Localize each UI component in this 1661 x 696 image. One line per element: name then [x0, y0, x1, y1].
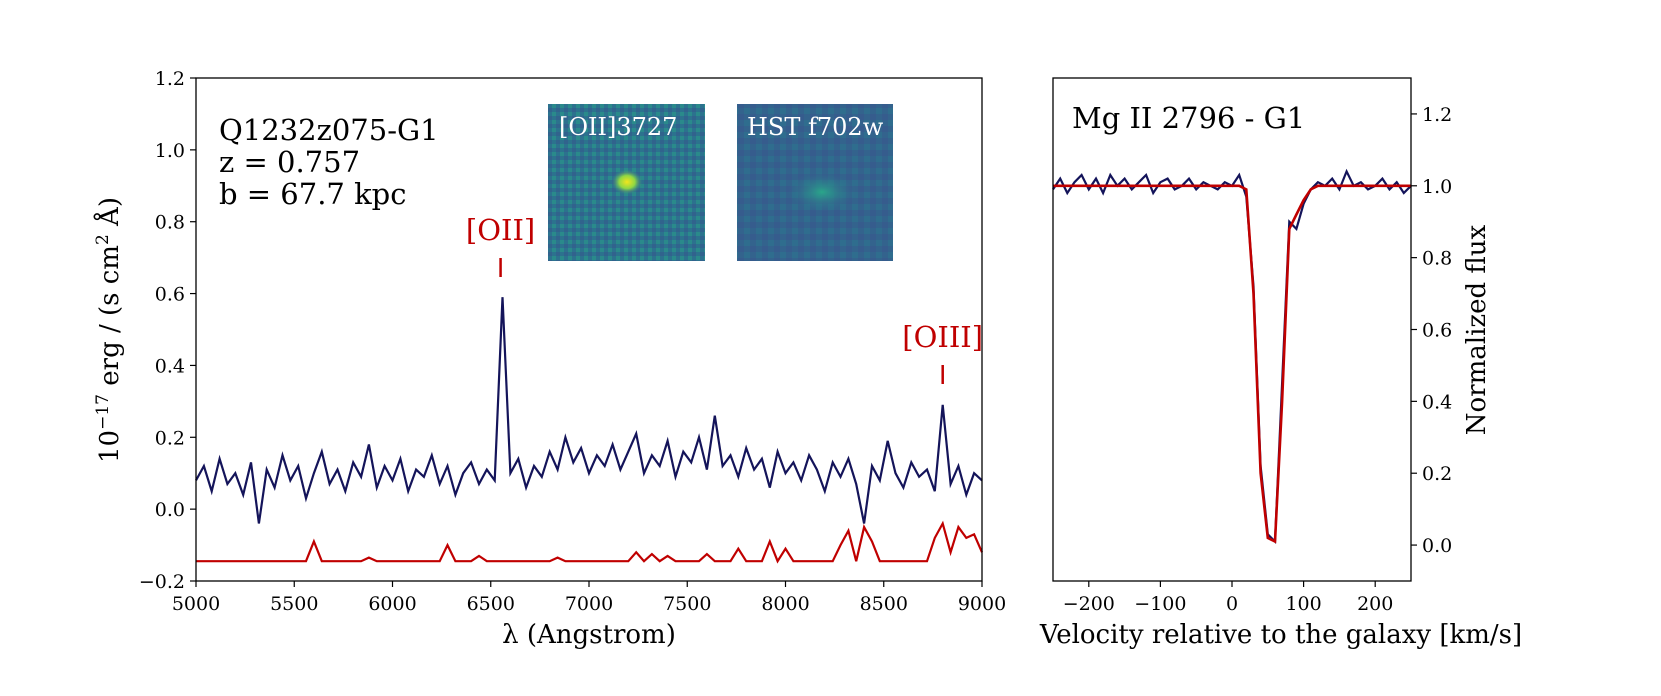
- oii-blob: [611, 169, 643, 195]
- y-tick-label: 0.0: [1422, 535, 1452, 557]
- series-line: [196, 520, 984, 564]
- y-tick-label: 1.0: [155, 140, 185, 162]
- inset-label: HST f702w: [747, 113, 884, 141]
- y-axis-label-part: −17: [93, 394, 113, 430]
- line-label: [OII]: [466, 213, 535, 247]
- x-tick-label: 5000: [172, 593, 220, 615]
- y-axis-label: 10−17 erg / (s cm2 Å): [93, 197, 125, 463]
- y-tick-label: 0.4: [155, 355, 185, 377]
- x-axis-label: Velocity relative to the galaxy [km/s]: [1039, 620, 1522, 650]
- galaxy-info: b = 67.7 kpc: [219, 177, 406, 211]
- panel-title: Mg II 2796 - G1: [1072, 101, 1305, 135]
- x-tick-label: 7000: [565, 593, 613, 615]
- y-tick-label: 0.8: [155, 212, 185, 234]
- x-tick-label: 8000: [761, 593, 809, 615]
- y-tick-label: 0.2: [155, 427, 185, 449]
- y-tick-label: 0.2: [1422, 463, 1452, 485]
- inset-label: [OII]3727: [559, 113, 677, 141]
- y-axis-label-part: 10: [95, 430, 125, 463]
- x-tick-label: 100: [1285, 593, 1321, 615]
- series-line: [1052, 168, 1412, 545]
- x-tick-label: 6000: [368, 593, 416, 615]
- y-tick-label: 1.0: [1422, 176, 1452, 198]
- x-tick-label: 200: [1357, 593, 1393, 615]
- x-tick-label: 5500: [270, 593, 318, 615]
- y-tick-label: 0.6: [155, 284, 185, 306]
- y-tick-label: 1.2: [1422, 104, 1452, 126]
- x-tick-label: 7500: [663, 593, 711, 615]
- y-axis-label: Normalized flux: [1462, 224, 1492, 435]
- x-axis-label: λ (Angstrom): [502, 620, 676, 650]
- series-line: [1053, 184, 1411, 544]
- axes-frame: [1052, 77, 1412, 582]
- x-tick-label: 8500: [860, 593, 908, 615]
- y-tick-label: 0.8: [1422, 248, 1452, 270]
- y-tick-label: 0.4: [1422, 391, 1452, 413]
- x-tick-label: 0: [1226, 593, 1238, 615]
- y-axis-label-part: 2: [93, 234, 113, 245]
- y-tick-label: −0.2: [139, 571, 185, 593]
- x-tick-label: 9000: [958, 593, 1006, 615]
- line-label: [OIII]: [902, 320, 983, 354]
- x-tick-label: −100: [1134, 593, 1186, 615]
- x-tick-label: 6500: [467, 593, 515, 615]
- x-tick-label: −200: [1063, 593, 1115, 615]
- series-line: [195, 297, 983, 524]
- galaxy-info: Q1232z075-G1: [219, 113, 439, 147]
- y-axis-label-part: erg / (s cm: [95, 245, 125, 394]
- y-tick-label: 0.6: [1422, 320, 1452, 342]
- y-axis-label-part: Å): [93, 197, 125, 234]
- hst-blob: [788, 172, 856, 212]
- galaxy-info: z = 0.757: [219, 145, 360, 179]
- y-tick-label: 1.2: [155, 68, 185, 90]
- y-tick-label: 0.0: [155, 499, 185, 521]
- insets: [548, 104, 893, 261]
